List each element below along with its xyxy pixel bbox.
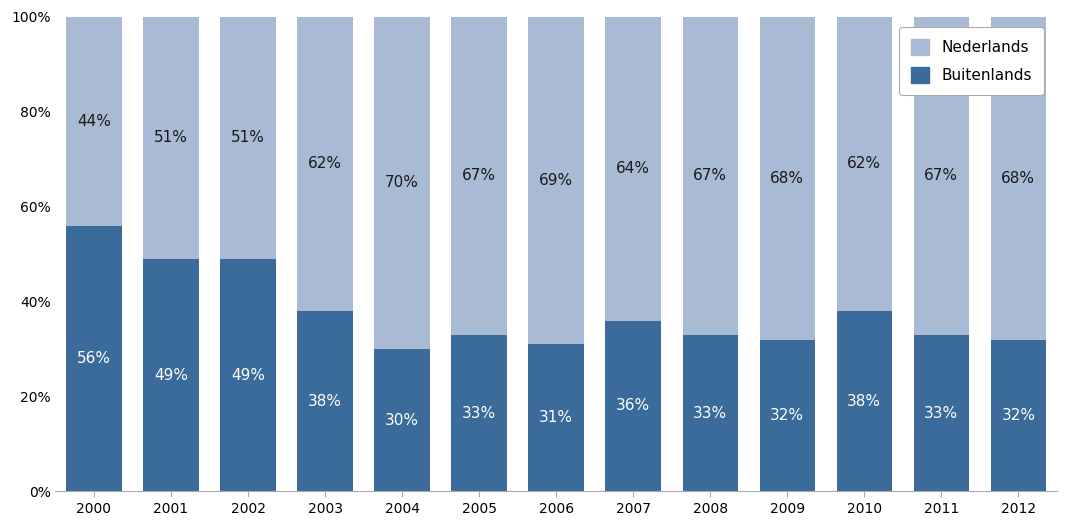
Text: 64%: 64% [616,161,650,176]
Text: 38%: 38% [847,394,881,409]
Bar [991,17,1046,339]
Bar [143,259,199,492]
Bar [529,344,584,492]
Bar [220,17,276,259]
Text: 67%: 67% [462,168,497,183]
Text: 33%: 33% [924,406,958,421]
Bar [375,349,429,492]
Text: 32%: 32% [770,408,804,423]
Legend: Nederlands, Buitenlands: Nederlands, Buitenlands [899,27,1045,95]
Text: 36%: 36% [616,398,650,414]
Text: 56%: 56% [77,351,111,366]
Bar [143,17,199,259]
Text: 51%: 51% [231,130,265,145]
Bar [606,320,661,492]
Text: 69%: 69% [539,173,574,188]
Text: 32%: 32% [1002,408,1035,423]
Bar [913,335,969,492]
Text: 49%: 49% [154,368,188,383]
Text: 33%: 33% [693,406,727,421]
Text: 33%: 33% [462,406,497,421]
Text: 38%: 38% [308,394,342,409]
Text: 68%: 68% [1002,171,1035,186]
Bar [913,17,969,335]
Bar [836,17,892,311]
Bar [759,17,815,339]
Bar [606,17,661,320]
Text: 70%: 70% [386,175,419,190]
Text: 31%: 31% [539,411,574,425]
Bar [375,17,429,349]
Bar [759,339,815,492]
Text: 67%: 67% [924,168,958,183]
Bar [682,335,738,492]
Text: 62%: 62% [847,157,881,171]
Bar [529,17,584,344]
Bar [991,339,1046,492]
Text: 49%: 49% [231,368,265,383]
Text: 62%: 62% [308,157,342,171]
Bar [297,17,352,311]
Text: 44%: 44% [77,114,111,129]
Bar [452,335,507,492]
Bar [452,17,507,335]
Text: 67%: 67% [693,168,727,183]
Bar [66,17,122,226]
Text: 51%: 51% [154,130,188,145]
Bar [220,259,276,492]
Text: 68%: 68% [770,171,804,186]
Text: 30%: 30% [386,413,419,428]
Bar [297,311,352,492]
Bar [66,226,122,492]
Bar [836,311,892,492]
Bar [682,17,738,335]
